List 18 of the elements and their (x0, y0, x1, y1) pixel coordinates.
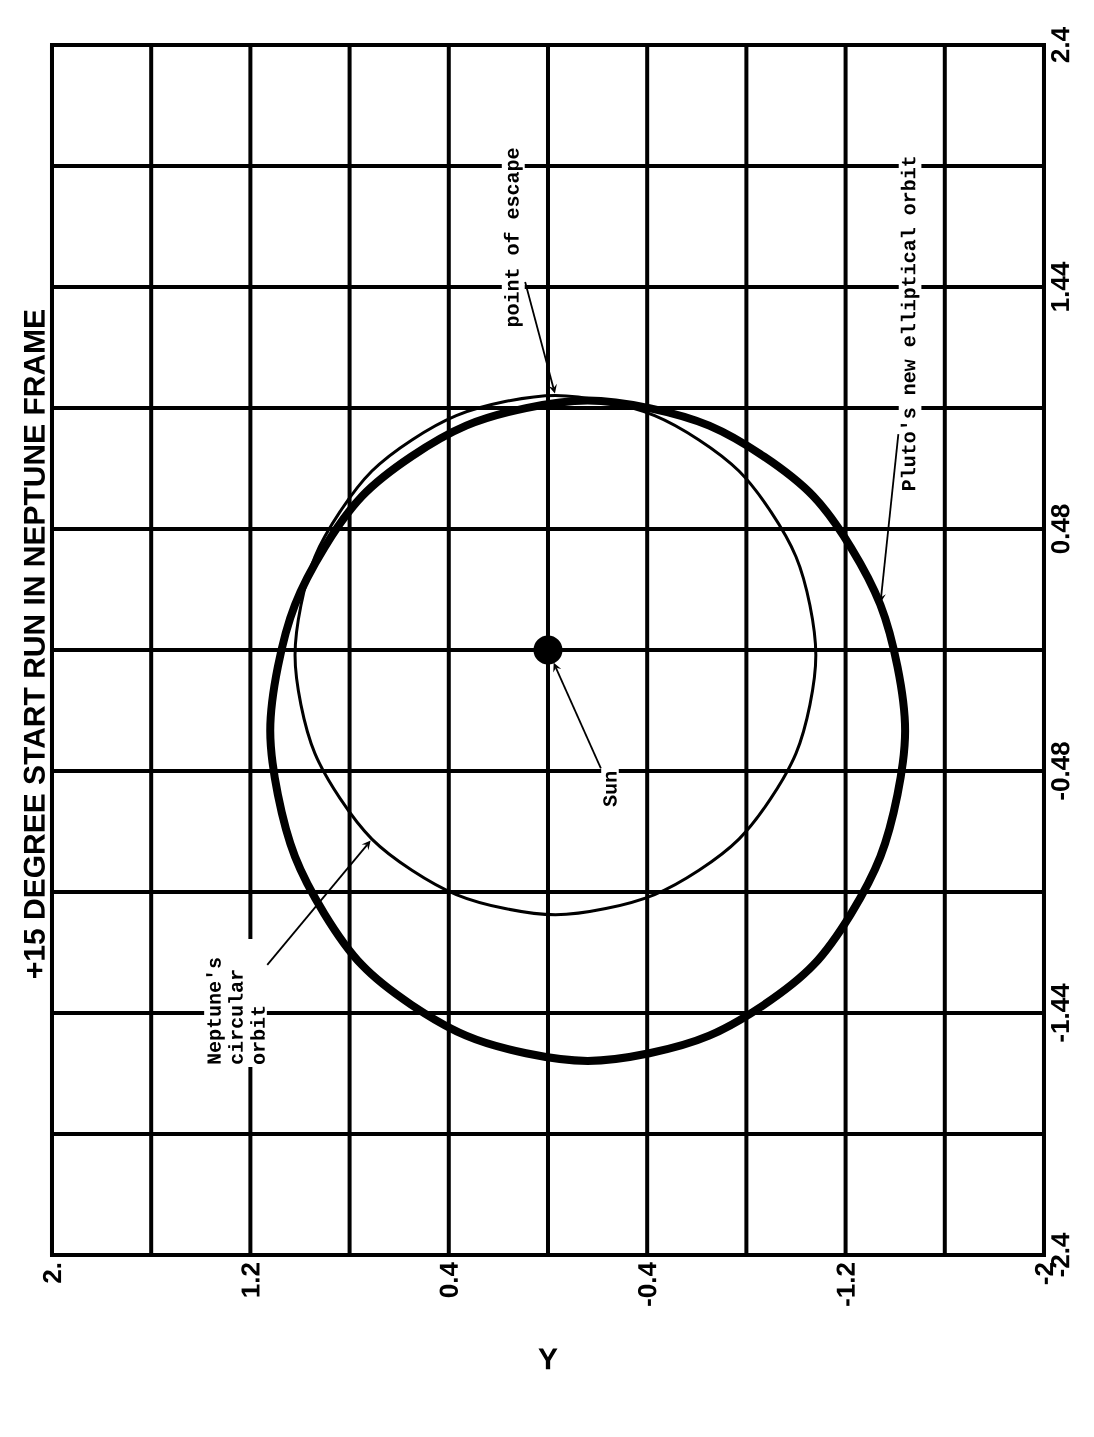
x-tick-label: 2. (42, 1263, 62, 1283)
x-tick-label: -2 (1034, 1263, 1054, 1285)
annotation: Pluto's new elliptical orbit (900, 157, 920, 490)
x-tick-label: 0.4 (439, 1262, 458, 1298)
x-tick-label: -1.2 (836, 1263, 855, 1306)
y-tick-label: 0.48 (1051, 504, 1070, 554)
y-tick-label: 2.4 (1051, 27, 1070, 63)
x-axis-title: Y (538, 1348, 558, 1370)
y-tick-label: -0.48 (1051, 742, 1070, 800)
text: +15 DEGREE START RUN IN NEPTUNE FRAME (23, 310, 45, 978)
y-tick-label: -2.4 (1051, 1232, 1070, 1277)
x-tick-label: 1.2 (241, 1263, 260, 1297)
x-tick-label: -0.4 (637, 1262, 657, 1306)
text: Sun (603, 772, 617, 807)
y-tick-label: 1.44 (1051, 261, 1069, 311)
annotation: Neptune's circular orbit (206, 958, 265, 1065)
annotation: point of escape (503, 148, 523, 327)
y-tick-label: -1.44 (1051, 983, 1069, 1042)
